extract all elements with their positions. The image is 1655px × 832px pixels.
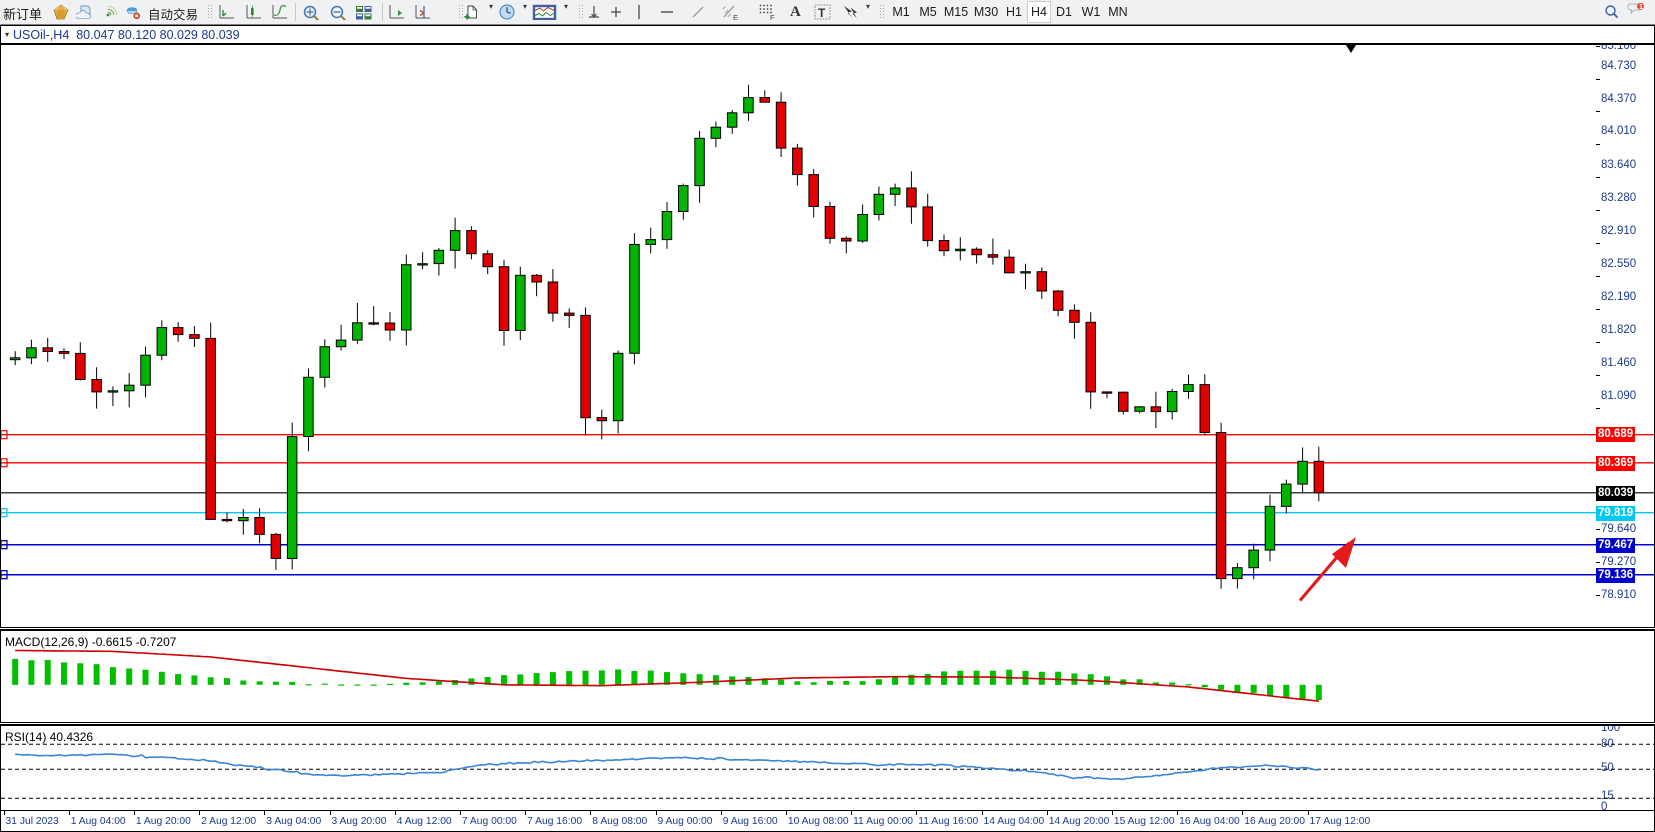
svg-text:1: 1: [1639, 4, 1643, 11]
svg-text:T: T: [818, 6, 826, 20]
svg-text:E: E: [733, 13, 738, 21]
svg-text:F: F: [770, 13, 775, 21]
